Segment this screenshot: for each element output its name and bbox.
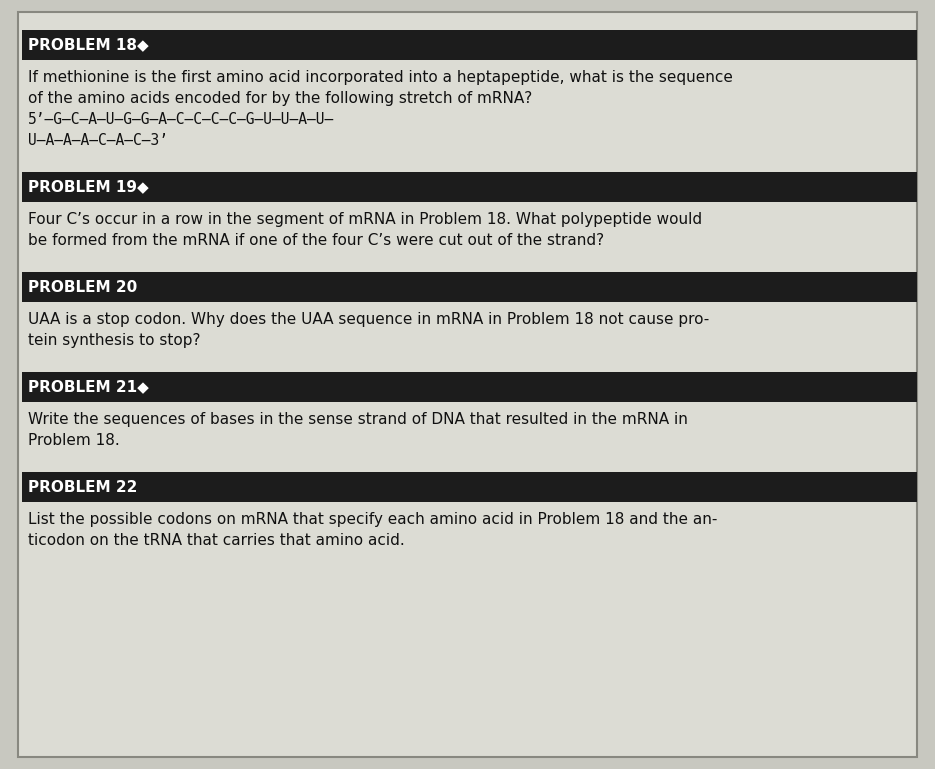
Bar: [22, 30, 917, 60]
Bar: [22, 172, 917, 202]
Text: UAA is a stop codon. Why does the UAA sequence in mRNA in Problem 18 not cause p: UAA is a stop codon. Why does the UAA se…: [28, 312, 710, 327]
Text: tein synthesis to stop?: tein synthesis to stop?: [28, 333, 200, 348]
Bar: [22, 472, 917, 502]
Text: Problem 18.: Problem 18.: [28, 433, 120, 448]
Text: ticodon on the tRNA that carries that amino acid.: ticodon on the tRNA that carries that am…: [28, 533, 405, 548]
Text: Four C’s occur in a row in the segment of mRNA in Problem 18. What polypeptide w: Four C’s occur in a row in the segment o…: [28, 212, 702, 227]
Text: 5’—G—C—A—U—G—G—A—C—C—C—C—G—U—U—A—U—: 5’—G—C—A—U—G—G—A—C—C—C—C—G—U—U—A—U—: [28, 112, 334, 127]
Bar: [22, 272, 917, 302]
Text: PROBLEM 21◆: PROBLEM 21◆: [28, 379, 149, 394]
Text: PROBLEM 19◆: PROBLEM 19◆: [28, 179, 149, 195]
Text: PROBLEM 22: PROBLEM 22: [28, 480, 137, 494]
Text: U—A—A—A—C—A—C—3’: U—A—A—A—C—A—C—3’: [28, 133, 168, 148]
Text: PROBLEM 20: PROBLEM 20: [28, 279, 137, 295]
Text: be formed from the mRNA if one of the four C’s were cut out of the strand?: be formed from the mRNA if one of the fo…: [28, 233, 604, 248]
Text: If methionine is the first amino acid incorporated into a heptapeptide, what is : If methionine is the first amino acid in…: [28, 70, 733, 85]
Text: Write the sequences of bases in the sense strand of DNA that resulted in the mRN: Write the sequences of bases in the sens…: [28, 412, 688, 427]
Bar: [22, 372, 917, 402]
Text: PROBLEM 18◆: PROBLEM 18◆: [28, 38, 149, 52]
Text: of the amino acids encoded for by the following stretch of mRNA?: of the amino acids encoded for by the fo…: [28, 91, 532, 106]
Text: List the possible codons on mRNA that specify each amino acid in Problem 18 and : List the possible codons on mRNA that sp…: [28, 512, 717, 527]
